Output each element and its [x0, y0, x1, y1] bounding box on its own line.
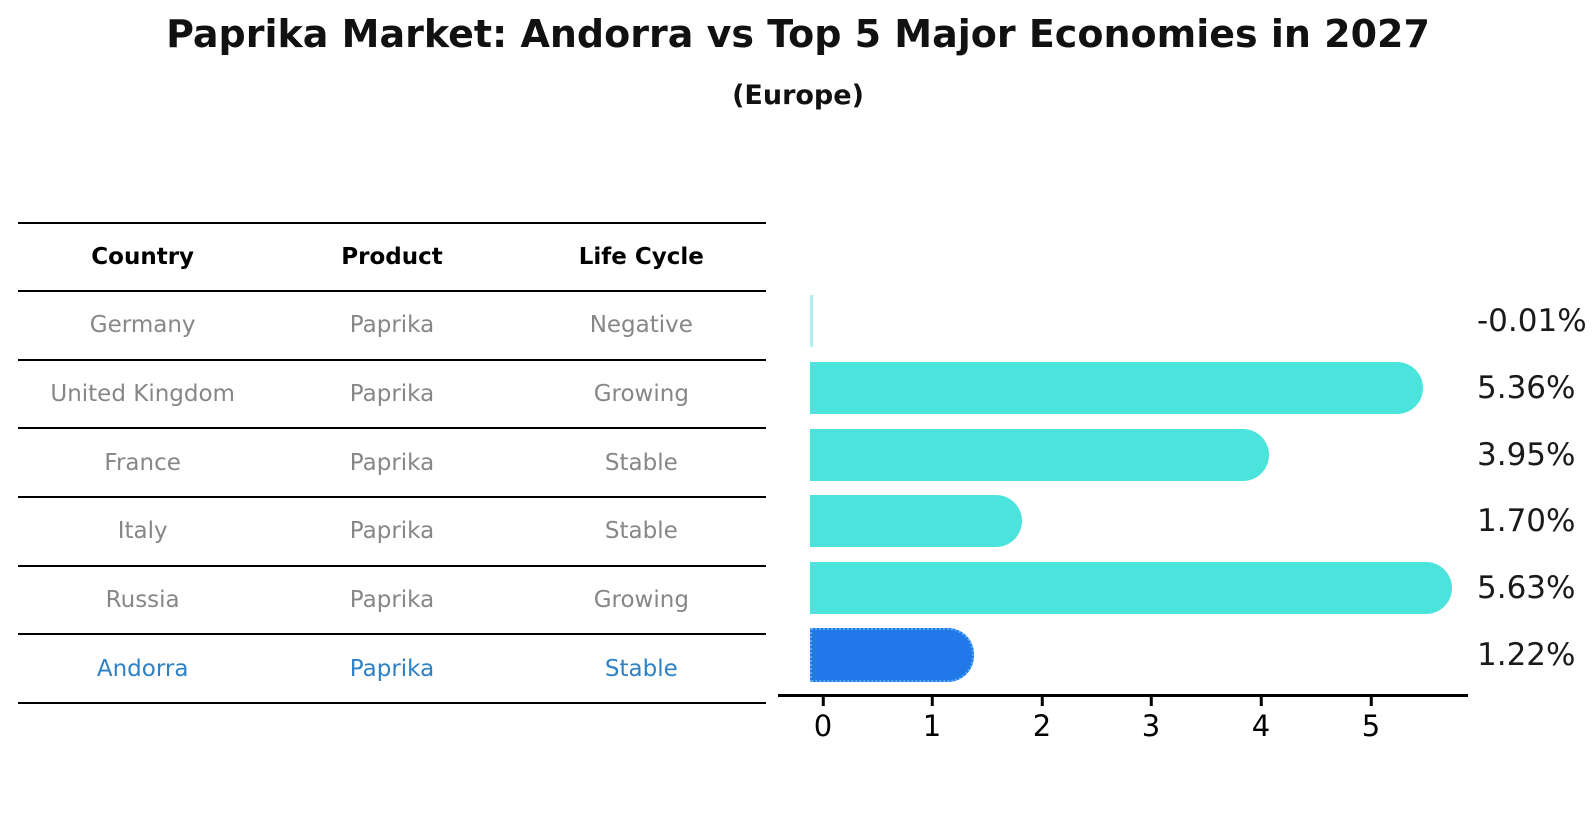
x-axis-tick: 3 [1142, 697, 1160, 743]
table-row-andorra: Andorra Paprika Stable [18, 633, 766, 702]
table-header-row: Country Product Life Cycle [18, 222, 766, 290]
bar-row [810, 488, 1468, 555]
x-axis-tick: 4 [1252, 697, 1270, 743]
cell-life-cycle: Stable [604, 518, 678, 545]
x-axis-line [778, 694, 1468, 697]
bar-value-label: 1.70% [1477, 503, 1576, 540]
tick-label: 5 [1361, 709, 1381, 743]
cell-product: Paprika [349, 586, 435, 613]
country-table: Country Product Life Cycle Germany Papri… [18, 222, 766, 704]
page-title: Paprika Market: Andorra vs Top 5 Major E… [166, 12, 1430, 56]
tick-mark [1369, 697, 1373, 706]
bar-chart [810, 288, 1468, 688]
table-row: Russia Paprika Growing [18, 564, 766, 634]
cell-country: Germany [89, 312, 196, 339]
table-row: Germany Paprika Negative [18, 290, 766, 359]
bar-france [810, 428, 1269, 481]
cell-product: Paprika [349, 518, 435, 545]
cell-life-cycle: Stable [604, 449, 678, 476]
tick-mark [930, 697, 934, 706]
tick-mark [1040, 697, 1044, 706]
bar-row [810, 621, 1468, 688]
value-labels: -0.01% 5.36% 3.95% 1.70% 5.63% 1.22% [1477, 288, 1587, 688]
bar-row [810, 288, 1468, 355]
cell-country: United Kingdom [50, 380, 235, 407]
bar-value-label: 5.36% [1477, 369, 1576, 406]
cell-life-cycle: Negative [589, 312, 693, 339]
bar-italy [810, 495, 1023, 548]
bar-value-label: -0.01% [1477, 303, 1587, 340]
tick-mark [821, 697, 825, 706]
x-axis-tick: 1 [923, 697, 941, 743]
table-row: Italy Paprika Stable [18, 495, 766, 565]
header-life-cycle: Life Cycle [578, 244, 704, 270]
cell-product: Paprika [349, 655, 435, 682]
bar-united-kingdom [810, 361, 1423, 414]
page-subtitle: (Europe) [732, 80, 864, 111]
bar-andorra [810, 627, 974, 682]
x-axis-tick: 0 [814, 697, 832, 743]
bar-value-label: 1.22% [1477, 636, 1576, 673]
tick-label: 2 [1032, 709, 1052, 743]
tick-label: 3 [1141, 709, 1161, 743]
cell-life-cycle: Stable [604, 655, 678, 682]
tick-label: 4 [1251, 709, 1271, 743]
cell-life-cycle: Growing [593, 586, 689, 613]
bar-germany [810, 295, 813, 348]
cell-product: Paprika [349, 312, 435, 339]
bar-value-label: 5.63% [1477, 569, 1576, 606]
bar-row [810, 355, 1468, 422]
table-row: France Paprika Stable [18, 427, 766, 496]
cell-product: Paprika [349, 449, 435, 476]
bar-value-label: 3.95% [1477, 436, 1576, 473]
header-country: Country [91, 244, 195, 270]
bar-row [810, 555, 1468, 622]
header-product: Product [341, 244, 443, 270]
x-axis-tick: 2 [1033, 697, 1051, 743]
tick-label: 0 [813, 709, 833, 743]
bar-russia [810, 561, 1453, 614]
bar-row [810, 421, 1468, 488]
cell-life-cycle: Growing [593, 380, 689, 407]
table-row: United Kingdom Paprika Growing [18, 358, 766, 428]
cell-country: Russia [105, 586, 180, 613]
tick-mark [1259, 697, 1263, 706]
cell-country: Italy [117, 518, 168, 545]
cell-product: Paprika [349, 380, 435, 407]
x-axis-tick: 5 [1362, 697, 1380, 743]
tick-label: 1 [922, 709, 942, 743]
tick-mark [1149, 697, 1153, 706]
cell-country: France [104, 449, 181, 476]
cell-country: Andorra [96, 655, 189, 682]
